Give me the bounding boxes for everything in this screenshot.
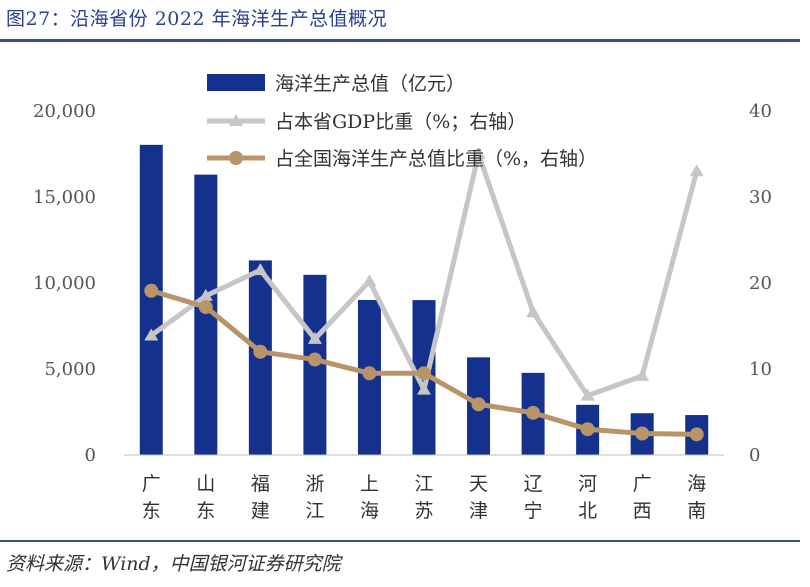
category-label: 辽宁 bbox=[524, 473, 543, 522]
left-tick-label: 15,000 bbox=[33, 187, 96, 208]
right-tick-label: 0 bbox=[749, 445, 760, 466]
gdp-share-point-2 bbox=[198, 288, 213, 301]
category-label: 海南 bbox=[687, 473, 706, 522]
category-label: 河北 bbox=[578, 473, 597, 522]
right-tick-label: 10 bbox=[749, 359, 772, 380]
legend-swatch-national-marker bbox=[229, 151, 243, 165]
national-share-point-7 bbox=[471, 397, 486, 412]
gdp-share-point-11 bbox=[689, 164, 704, 177]
bar-series bbox=[139, 144, 709, 456]
gdp-share-point-10 bbox=[635, 368, 650, 381]
line-series bbox=[144, 147, 704, 442]
legend-swatch-bar bbox=[207, 74, 265, 91]
category-label: 天津 bbox=[469, 473, 488, 522]
source-rule bbox=[0, 540, 800, 542]
national-share-point-3 bbox=[253, 344, 268, 359]
gdp-share-point-3 bbox=[253, 263, 268, 276]
bar-2 bbox=[194, 174, 218, 456]
source-note: 资料来源：Wind，中国银河证券研究院 bbox=[6, 553, 341, 575]
figure-title: 图27：沿海省份 2022 年海洋生产总值概况 bbox=[6, 8, 388, 30]
right-tick-label: 20 bbox=[749, 273, 772, 294]
legend: 海洋生产总值（亿元） 占本省GDP比重（%；右轴） 占全国海洋生产总值比重（%，右轴… bbox=[207, 73, 597, 170]
national-share-point-6 bbox=[417, 366, 431, 381]
category-label: 山东 bbox=[196, 473, 215, 522]
category-label: 福建 bbox=[251, 473, 270, 522]
national-share-point-11 bbox=[689, 427, 704, 442]
right-tick-label: 40 bbox=[749, 101, 772, 122]
category-label: 广东 bbox=[142, 473, 161, 522]
category-label: 广西 bbox=[633, 473, 652, 522]
national-share-point-4 bbox=[307, 352, 322, 367]
category-label: 浙江 bbox=[305, 473, 324, 522]
national-share-point-9 bbox=[580, 422, 595, 437]
category-label: 上海 bbox=[360, 473, 379, 522]
gdp-share-point-9 bbox=[580, 388, 595, 401]
right-tick-label: 30 bbox=[749, 187, 772, 208]
bar-1 bbox=[139, 144, 163, 455]
axes: 0 5,000 10,000 15,000 20,000 0 10 20 30 40 广东山东福建浙… bbox=[33, 101, 772, 522]
left-tick-label: 0 bbox=[85, 445, 96, 466]
legend-label-gdp: 占本省GDP比重（%；右轴） bbox=[275, 111, 526, 133]
national-share-point-5 bbox=[362, 366, 377, 381]
gdp-share-point-1 bbox=[144, 328, 159, 341]
gdp-share-point-6 bbox=[417, 382, 431, 395]
left-tick-label: 5,000 bbox=[44, 359, 96, 380]
legend-swatch-gdp-marker bbox=[229, 114, 243, 126]
gdp-share-point-8 bbox=[526, 305, 541, 318]
title-rule bbox=[0, 39, 800, 42]
category-label: 江苏 bbox=[414, 473, 433, 522]
gdp-share-point-7 bbox=[471, 147, 486, 159]
legend-label-bar: 海洋生产总值（亿元） bbox=[275, 73, 465, 95]
gdp-share-point-4 bbox=[307, 331, 322, 344]
gdp-share-point-5 bbox=[362, 274, 377, 287]
left-tick-label: 10,000 bbox=[33, 273, 96, 294]
left-tick-label: 20,000 bbox=[33, 101, 96, 122]
national-share-point-2 bbox=[198, 300, 213, 315]
national-share-point-10 bbox=[635, 426, 650, 441]
legend-label-national: 占全国海洋生产总值比重（%，右轴） bbox=[275, 148, 597, 170]
national-share-point-1 bbox=[144, 283, 159, 298]
national-share-point-8 bbox=[526, 405, 541, 420]
